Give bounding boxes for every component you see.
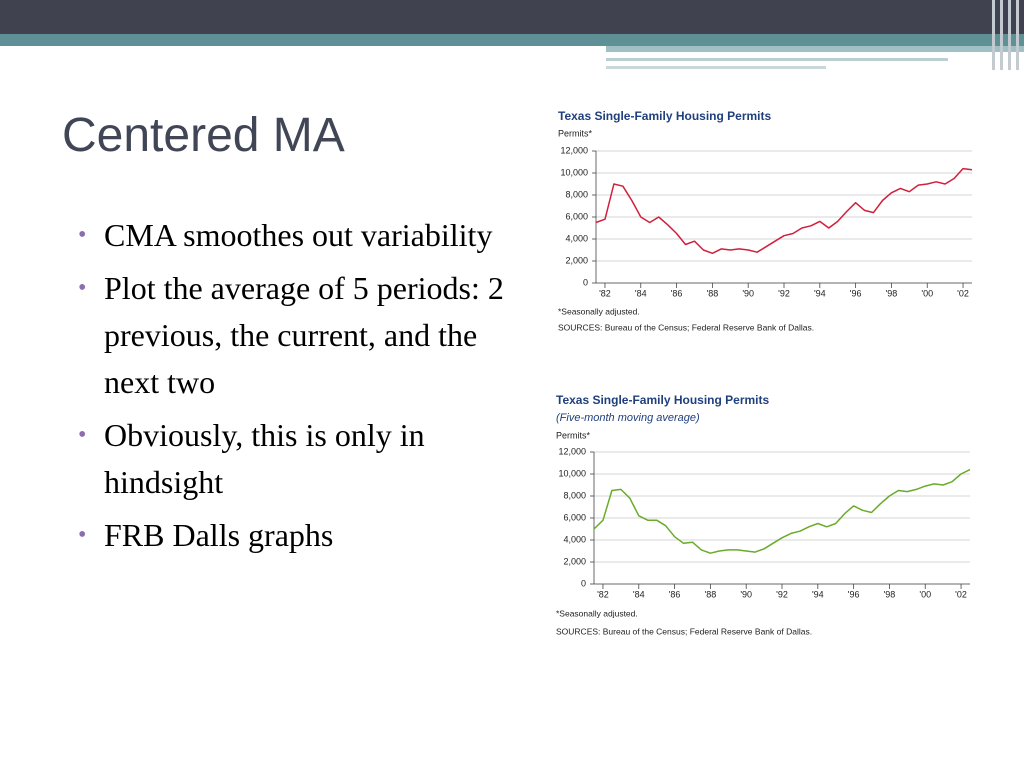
x-tick-label: '00: [919, 589, 931, 599]
chart-note: SOURCES: Bureau of the Census; Federal R…: [558, 322, 814, 332]
y-tick-label: 8,000: [563, 490, 586, 500]
x-tick-label: '92: [778, 288, 790, 298]
bullet-list: CMA smoothes out variability Plot the ave…: [78, 212, 528, 565]
x-tick-label: '98: [886, 288, 898, 298]
header-line: [606, 58, 948, 61]
y-tick-label: 10,000: [558, 468, 586, 478]
x-tick-label: '98: [884, 589, 896, 599]
y-tick-label: 0: [581, 578, 586, 588]
y-tick-label: 0: [583, 277, 588, 287]
x-tick-label: '02: [957, 288, 969, 298]
header-stripe: [1000, 0, 1003, 70]
x-tick-label: '02: [955, 589, 967, 599]
y-tick-label: 6,000: [565, 211, 588, 221]
y-tick-label: 2,000: [565, 255, 588, 265]
header-line: [606, 66, 826, 69]
x-tick-label: '82: [597, 589, 609, 599]
data-line: [595, 167, 973, 255]
x-tick-label: '88: [707, 288, 719, 298]
header-line: [606, 46, 1024, 52]
x-tick-label: '94: [814, 288, 826, 298]
chart-note: *Seasonally adjusted.: [556, 608, 638, 618]
bullet: FRB Dalls graphs: [78, 512, 528, 559]
header-stripe: [992, 0, 995, 70]
bullet: Plot the average of 5 periods: 2 previou…: [78, 265, 528, 406]
x-tick-label: '88: [705, 589, 717, 599]
x-tick-label: '90: [740, 589, 752, 599]
chart-note: *Seasonally adjusted.: [558, 306, 640, 316]
x-tick-label: '84: [635, 288, 647, 298]
y-tick-label: 4,000: [565, 233, 588, 243]
bullet: CMA smoothes out variability: [78, 212, 528, 259]
y-tick-label: 10,000: [560, 167, 588, 177]
y-tick-label: 12,000: [558, 446, 586, 456]
chart-subtitle: (Five-month moving average): [556, 412, 700, 424]
x-tick-label: '90: [742, 288, 754, 298]
x-tick-label: '94: [812, 589, 824, 599]
y-axis-label: Permits*: [558, 128, 593, 138]
chart-note: SOURCES: Bureau of the Census; Federal R…: [556, 626, 812, 636]
y-tick-label: 12,000: [560, 145, 588, 155]
x-tick-label: '96: [850, 288, 862, 298]
chart-title: Texas Single-Family Housing Permits: [556, 393, 769, 407]
header-stripe: [1016, 0, 1019, 70]
header-band: [0, 34, 1024, 46]
x-tick-label: '92: [776, 589, 788, 599]
y-tick-label: 6,000: [563, 512, 586, 522]
x-tick-label: '82: [599, 288, 611, 298]
bullet: Obviously, this is only in hindsight: [78, 412, 528, 506]
header-bar: [0, 0, 1024, 34]
x-tick-label: '84: [633, 589, 645, 599]
y-tick-label: 2,000: [563, 556, 586, 566]
y-axis-label: Permits*: [556, 430, 591, 440]
x-tick-label: '86: [669, 589, 681, 599]
chart-title: Texas Single-Family Housing Permits: [558, 109, 771, 123]
header-stripe: [1008, 0, 1011, 70]
x-tick-label: '00: [921, 288, 933, 298]
x-tick-label: '86: [671, 288, 683, 298]
y-tick-label: 4,000: [563, 534, 586, 544]
slide-title: Centered MA: [62, 109, 345, 162]
y-tick-label: 8,000: [565, 189, 588, 199]
x-tick-label: '96: [848, 589, 860, 599]
data-line: [593, 468, 971, 554]
